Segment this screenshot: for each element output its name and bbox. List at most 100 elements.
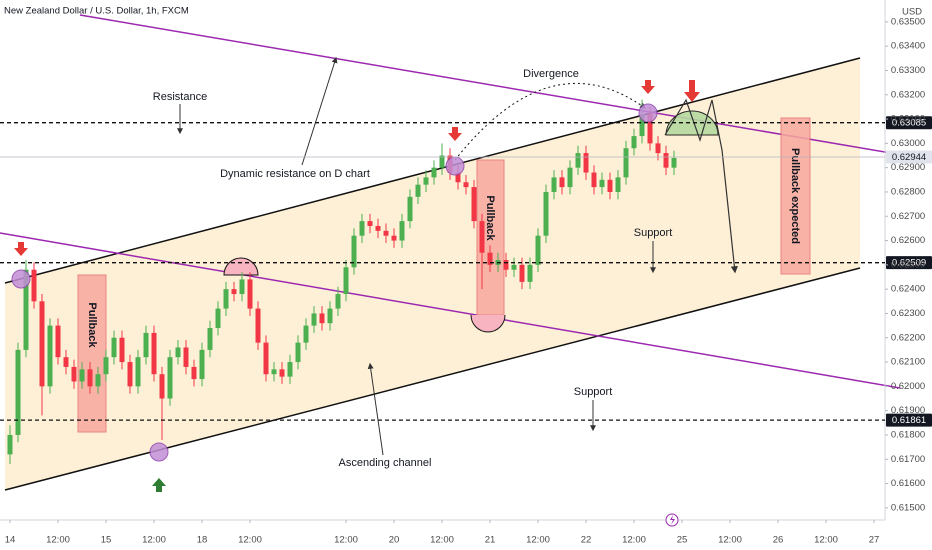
candle-body	[351, 235, 357, 268]
candle-body	[95, 374, 101, 387]
x-tick-label: 21	[485, 535, 496, 546]
pullback-box	[77, 274, 107, 433]
candle-body	[399, 221, 405, 241]
candle-body	[559, 177, 565, 188]
y-tick-label: 0.62400	[891, 284, 925, 295]
last-price-label: 0.62944	[892, 152, 926, 163]
y-tick-label: 0.63300	[891, 65, 925, 76]
candle-body	[279, 369, 285, 377]
channel-fill	[5, 58, 860, 490]
candle-body	[7, 434, 13, 455]
candle-body	[295, 342, 301, 363]
touch-circle	[149, 442, 169, 462]
y-tick-label: 0.63400	[891, 41, 925, 52]
candle-body	[575, 153, 581, 168]
candle-body	[175, 347, 181, 358]
candle-body	[239, 279, 245, 295]
candle-body	[615, 177, 621, 192]
candle-body	[599, 179, 605, 188]
candle-body	[303, 325, 309, 343]
arc	[470, 314, 506, 333]
level-label-bg	[886, 256, 932, 270]
candle-body	[335, 294, 341, 309]
currency: USD	[902, 7, 922, 18]
last-price-bg	[886, 150, 932, 164]
candle-body	[591, 172, 597, 188]
candle-body	[519, 264, 525, 282]
x-tick-label: 12:00	[142, 535, 166, 546]
x-tick-label: 12:00	[526, 535, 550, 546]
x-tick-label: 12:00	[622, 535, 646, 546]
candle-body	[111, 337, 117, 358]
candle-body	[119, 337, 125, 363]
candle-body	[143, 332, 149, 358]
touch-circle	[445, 156, 465, 176]
candle-body	[391, 235, 397, 241]
pullback-box	[780, 117, 811, 275]
candle-body	[647, 114, 653, 144]
candle-body	[271, 369, 277, 375]
up-arrow	[152, 478, 166, 492]
annotation: Support	[634, 227, 673, 239]
y-tick-label: 0.61800	[891, 429, 925, 440]
candle-body	[415, 184, 421, 197]
candle-body	[71, 366, 77, 382]
y-tick-label: 0.62500	[891, 259, 925, 270]
level-label-bg	[886, 413, 932, 427]
chart-title: New Zealand Dollar / U.S. Dollar, 1h, FX…	[4, 6, 189, 17]
y-tick-label: 0.62700	[891, 211, 925, 222]
x-tick-label: 20	[389, 535, 400, 546]
y-tick-label: 0.63100	[891, 114, 925, 125]
candle-body	[463, 182, 469, 188]
annotation: Divergence	[523, 68, 579, 80]
y-tick-label: 0.61700	[891, 454, 925, 465]
x-tick-label: 22	[581, 535, 592, 546]
candle-body	[487, 252, 493, 265]
candle-body	[87, 369, 93, 387]
annotation: Dynamic resistance on D chart	[220, 168, 370, 180]
down-arrow	[641, 80, 655, 94]
touch-circle	[638, 103, 658, 123]
candle-body	[639, 114, 645, 137]
candle-body	[359, 221, 365, 236]
candle-body	[455, 172, 461, 183]
level-label: 0.62509	[892, 258, 926, 269]
candle-body	[527, 264, 533, 282]
candle-body	[199, 349, 205, 380]
candle-body	[503, 260, 509, 270]
y-tick-label: 0.63000	[891, 138, 925, 149]
candle-body	[63, 357, 69, 367]
candle-body	[159, 374, 165, 399]
candle-body	[343, 267, 349, 295]
touch-circle	[11, 269, 31, 289]
candle-body	[479, 221, 485, 253]
x-tick-label: 14	[5, 535, 16, 546]
candle-body	[431, 167, 437, 178]
annotation: Pullback	[86, 302, 98, 348]
candle-body	[471, 187, 477, 222]
channel-lower	[4, 267, 861, 491]
candle-body	[655, 143, 661, 154]
candle-body	[79, 369, 85, 382]
candle-body	[223, 289, 229, 309]
y-tick-label: 0.61900	[891, 405, 925, 416]
candle-body	[167, 357, 173, 399]
candle-body	[311, 313, 317, 326]
candle-body	[151, 332, 157, 375]
candle-body	[671, 157, 677, 168]
x-tick-label: 12:00	[718, 535, 742, 546]
candle-body	[623, 148, 629, 178]
y-tick-label: 0.61500	[891, 502, 925, 513]
x-tick-label: 12:00	[46, 535, 70, 546]
candle-body	[407, 196, 413, 222]
down-arrow	[684, 80, 700, 102]
candle-body	[607, 179, 613, 192]
event-icon-bolt	[670, 515, 675, 525]
x-tick-label: 27	[869, 535, 880, 546]
y-tick-label: 0.63500	[891, 16, 925, 27]
candles	[7, 99, 677, 465]
down-arrow	[448, 127, 462, 141]
projection	[664, 98, 738, 274]
y-tick-label: 0.62100	[891, 357, 925, 368]
